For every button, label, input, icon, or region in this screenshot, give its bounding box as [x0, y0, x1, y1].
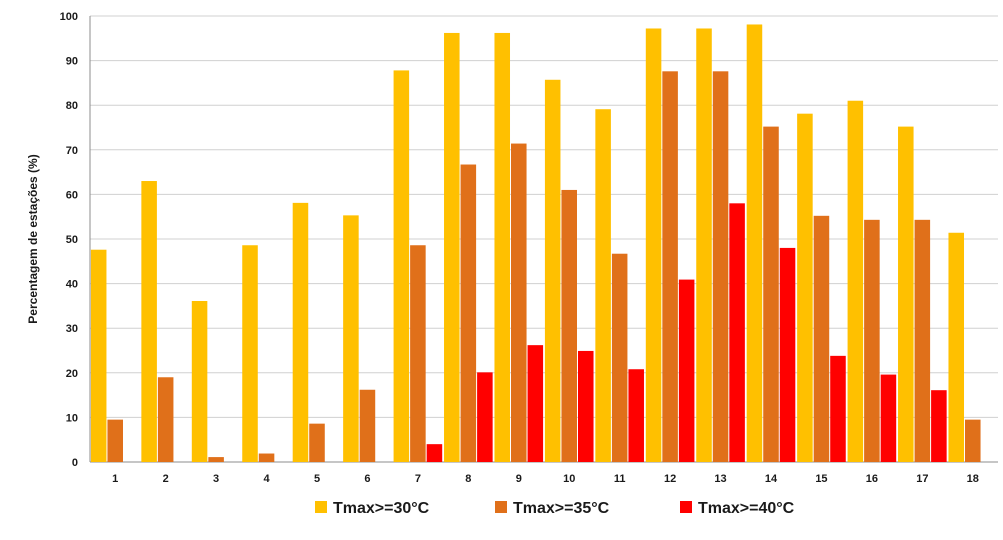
y-tick-label: 0: [72, 457, 78, 469]
bar-1: [797, 113, 813, 462]
legend-label: Tmax>=35°C: [513, 500, 610, 517]
y-tick-label: 90: [66, 56, 78, 68]
bar-1: [191, 300, 208, 462]
bar-2: [611, 253, 628, 462]
bar-2: [107, 419, 123, 462]
bar-3: [729, 203, 745, 462]
y-tick-label: 100: [60, 11, 78, 23]
legend: Tmax>=30°C Tmax>=35°C Tmax>=40°C: [315, 500, 795, 517]
x-tick-label: 5: [314, 473, 320, 485]
x-tick-label: 6: [364, 473, 370, 485]
bar-3: [426, 444, 443, 462]
y-tick-label: 50: [66, 234, 78, 246]
bar-1: [141, 181, 157, 462]
bar-2: [460, 164, 477, 462]
gridlines: [90, 15, 998, 463]
bar-1: [948, 232, 965, 462]
x-tick-label: 16: [866, 473, 878, 485]
x-tick-label: 3: [213, 473, 219, 485]
bar-1: [343, 215, 359, 462]
bar-1: [847, 100, 864, 463]
y-tick-label: 10: [66, 412, 78, 424]
bar-1: [393, 70, 410, 463]
bar-2: [662, 71, 678, 462]
x-tick-label: 14: [765, 473, 778, 485]
y-tick-label: 80: [66, 100, 78, 112]
bars: [90, 24, 981, 463]
legend-label: Tmax>=30°C: [333, 500, 430, 517]
y-axis-label: Percentagem de estações (%): [26, 154, 40, 323]
bar-2: [359, 389, 376, 462]
x-tick-label: 1: [112, 473, 118, 485]
chart-frame: 0 10 20 30 40 50 60 70 80 90 100 1 2 3 4 5 6 7 8 9 10 11 12 13 1…: [10, 2, 998, 534]
x-tick-label: 2: [163, 473, 169, 485]
x-tick-label: 4: [263, 473, 270, 485]
bar-2: [309, 423, 325, 462]
bar-1: [645, 28, 662, 462]
bar-1: [444, 32, 460, 462]
bar-2: [258, 453, 275, 462]
x-tick-label: 10: [563, 473, 575, 485]
bar-1: [242, 245, 258, 462]
y-tick-label: 60: [66, 189, 78, 201]
bar-1: [746, 24, 763, 462]
x-tick-label: 12: [664, 473, 676, 485]
bar-1: [595, 109, 611, 463]
bar-2: [914, 219, 931, 462]
bar-2: [561, 189, 577, 462]
bar-2: [813, 215, 830, 462]
bar-3: [880, 374, 897, 462]
bar-3: [628, 369, 644, 462]
bar-3: [577, 350, 594, 462]
bar-1: [90, 249, 107, 462]
bar-2: [511, 143, 527, 462]
x-tick-label: 13: [714, 473, 726, 485]
x-tick-label: 9: [516, 473, 522, 485]
bar-2: [965, 419, 981, 462]
bar-1: [696, 28, 712, 462]
x-tick-label: 11: [614, 473, 626, 485]
y-tick-label: 70: [66, 145, 78, 157]
bar-2: [763, 126, 779, 462]
bar-3: [527, 345, 544, 462]
x-tick-label: 15: [815, 473, 827, 485]
y-tick-label: 30: [66, 323, 78, 335]
bar-3: [830, 355, 846, 462]
x-tick-label: 7: [415, 473, 421, 485]
bar-1: [292, 202, 309, 462]
bar-2: [208, 457, 224, 462]
y-tick-label: 20: [66, 368, 78, 380]
bar-3: [678, 279, 695, 462]
bar-3: [477, 372, 493, 462]
bar-2: [410, 245, 426, 462]
legend-swatch: [680, 501, 692, 513]
x-tick-label: 18: [967, 473, 979, 485]
bar-2: [712, 71, 729, 462]
bar-3: [779, 247, 796, 462]
x-tick-label: 8: [465, 473, 471, 485]
x-tick-label: 17: [916, 473, 928, 485]
legend-swatch: [315, 501, 327, 513]
bar-2: [864, 219, 880, 462]
bar-1: [544, 79, 561, 462]
bar-1: [494, 32, 511, 462]
legend-swatch: [495, 501, 507, 513]
bar-1: [898, 126, 914, 462]
y-tick-label: 40: [66, 279, 78, 291]
bar-2: [157, 377, 174, 462]
bar-3: [931, 390, 947, 462]
legend-label: Tmax>=40°C: [698, 500, 795, 517]
